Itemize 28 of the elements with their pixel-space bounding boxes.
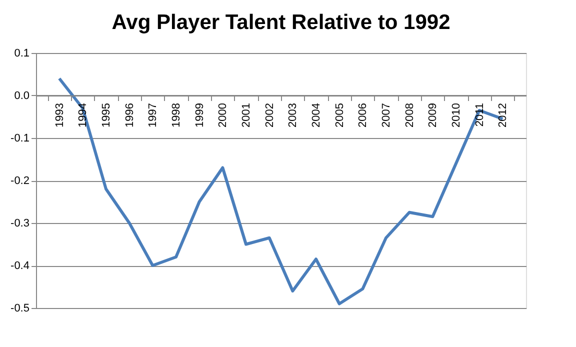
x-tick-label: 1995 [100,103,112,128]
x-tick-label: 2001 [240,103,252,128]
x-tick-label: 2002 [264,103,276,128]
y-tick-label: -0.1 [10,132,30,144]
y-tick-label: -0.2 [10,175,30,187]
y-tick-label: -0.4 [10,260,30,272]
x-tick-label: 1994 [77,103,90,128]
x-tick-label: 1999 [194,103,206,128]
x-tick-label: 1996 [124,103,136,128]
y-tick-label: 0.1 [14,48,30,60]
x-tick-label: 2010 [450,103,462,128]
y-tick-label: -0.5 [10,302,30,314]
x-tick-label: 2004 [310,103,322,128]
x-tick-label: 2011 [474,103,486,127]
chart-title: Avg Player Talent Relative to 1992 [112,11,450,34]
x-tick-label: 2003 [287,103,300,128]
x-tick-label: 2005 [334,103,346,128]
x-tick-label: 2009 [427,103,440,128]
x-tick-label: 1998 [170,103,182,128]
y-tick-label: -0.3 [10,218,30,230]
x-tick-label: 2006 [357,103,370,128]
x-tick-label: 1997 [147,103,160,128]
x-tick-label: 2000 [217,103,230,128]
x-tick-label: 2008 [404,103,416,128]
x-tick-label: 1993 [54,103,66,128]
y-tick-label: 0.0 [14,90,30,102]
x-tick-label: 2007 [380,103,392,128]
x-tick-label: 2012 [497,103,510,128]
